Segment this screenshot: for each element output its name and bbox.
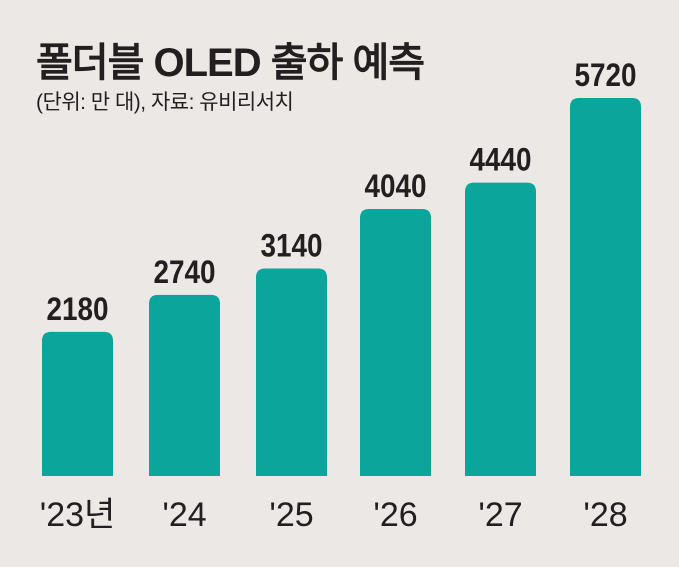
bar-3 xyxy=(360,209,431,476)
bar-5 xyxy=(570,98,641,476)
bar-1 xyxy=(149,294,220,476)
data-label: 5720 xyxy=(575,57,637,93)
bar-0 xyxy=(42,331,113,476)
x-tick-label: '24 xyxy=(162,496,206,534)
bar-4 xyxy=(465,182,536,477)
data-label: 4440 xyxy=(470,142,532,178)
x-tick-label: '28 xyxy=(583,496,627,534)
data-label: 2740 xyxy=(154,254,216,290)
bar-2 xyxy=(256,268,327,476)
data-label: 2180 xyxy=(47,291,109,327)
chart-title: 폴더블 OLED 출하 예측 xyxy=(36,41,425,85)
data-label: 3140 xyxy=(261,227,323,263)
chart-subtitle: (단위: 만 대), 자료: 유비리서치 xyxy=(36,91,294,114)
x-tick-label: '23년 xyxy=(40,496,116,534)
data-label: 4040 xyxy=(365,168,427,204)
x-tick-label: '25 xyxy=(269,496,313,534)
x-tick-label: '26 xyxy=(373,496,417,534)
x-tick-label: '27 xyxy=(478,496,522,534)
